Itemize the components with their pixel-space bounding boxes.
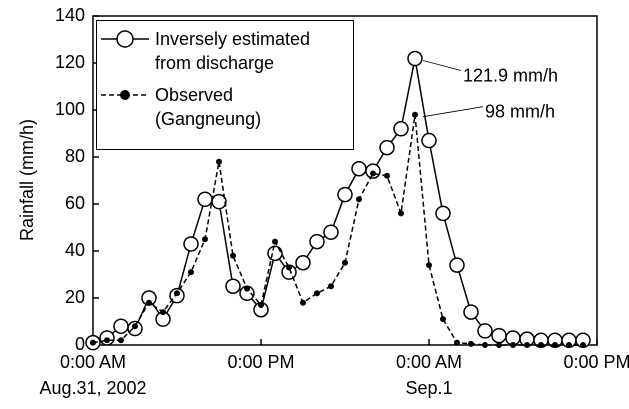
marker: [202, 236, 208, 243]
marker: [440, 316, 446, 323]
marker: [370, 170, 376, 177]
marker: [491, 327, 507, 344]
marker: [356, 196, 362, 203]
marker: [412, 111, 418, 118]
y-tick-label: 20: [65, 287, 85, 307]
marker: [337, 186, 353, 203]
marker: [258, 302, 264, 309]
legend: Inversely estimated from discharge Observ…: [96, 20, 354, 150]
marker: [510, 342, 516, 348]
marker: [267, 245, 283, 262]
marker: [463, 304, 479, 320]
marker: [421, 132, 437, 149]
marker: [272, 238, 278, 245]
marker: [183, 236, 199, 252]
y-tick-label: 60: [65, 193, 85, 213]
marker: [351, 161, 367, 177]
legend-marker: [116, 30, 134, 48]
marker: [524, 342, 530, 348]
marker: [393, 121, 409, 137]
marker: [552, 342, 558, 348]
marker: [323, 224, 339, 240]
legend-label: Observed (Gangneung): [155, 85, 262, 129]
x-tick-label: 0:00 PM: [227, 352, 294, 372]
marker: [342, 259, 348, 266]
x-tick-label: 0:00 PM: [563, 352, 629, 372]
y-tick-label: 120: [55, 52, 85, 72]
marker: [309, 233, 325, 250]
legend-label: Inversely estimated from discharge: [155, 29, 311, 73]
marker: [174, 290, 180, 297]
marker: [295, 255, 311, 271]
marker: [426, 262, 432, 269]
annotation: 121.9 mm/h: [463, 65, 558, 85]
y-tick-label: 0: [75, 334, 85, 354]
marker: [477, 323, 493, 339]
marker: [300, 299, 306, 306]
marker: [286, 264, 292, 271]
marker: [230, 252, 236, 259]
marker: [160, 309, 166, 316]
marker: [244, 285, 250, 292]
marker: [538, 342, 544, 348]
y-axis-label: Rainfall (mm/h): [17, 119, 37, 241]
x-tick-label: 0:00 AM: [60, 352, 126, 372]
annotation: 98 mm/h: [485, 101, 555, 121]
marker: [113, 318, 129, 334]
marker: [449, 257, 465, 273]
marker: [435, 205, 451, 222]
plot-frame: [92, 15, 598, 346]
y-tick-label: 80: [65, 146, 85, 166]
date-label: Aug.31, 2002: [39, 378, 146, 398]
marker: [211, 193, 227, 210]
marker: [132, 323, 138, 330]
marker: [188, 269, 194, 276]
marker: [225, 278, 241, 294]
marker: [468, 340, 474, 347]
series-line: [92, 114, 583, 346]
marker: [407, 50, 423, 67]
y-tick-label: 100: [55, 99, 85, 119]
marker: [496, 342, 502, 348]
marker: [384, 172, 390, 179]
marker: [146, 299, 152, 306]
x-tick-label: 0:00 AM: [396, 352, 462, 372]
marker: [216, 158, 222, 165]
annotation-leader: [422, 60, 462, 71]
marker: [379, 139, 395, 156]
y-tick-label: 140: [55, 5, 85, 25]
legend-swatch: [101, 30, 149, 48]
marker: [566, 342, 572, 348]
legend-marker: [120, 90, 130, 100]
marker: [328, 283, 334, 290]
marker: [454, 339, 460, 346]
marker: [104, 337, 110, 344]
marker: [314, 290, 320, 297]
marker: [580, 342, 586, 348]
marker: [482, 342, 488, 348]
y-tick-label: 40: [65, 240, 85, 260]
legend-swatch: [101, 90, 149, 100]
date-label: Sep.1: [405, 378, 452, 398]
marker: [398, 210, 404, 217]
marker: [118, 337, 124, 344]
marker: [90, 339, 96, 346]
marker: [197, 191, 213, 208]
annotation-leader: [422, 106, 484, 118]
